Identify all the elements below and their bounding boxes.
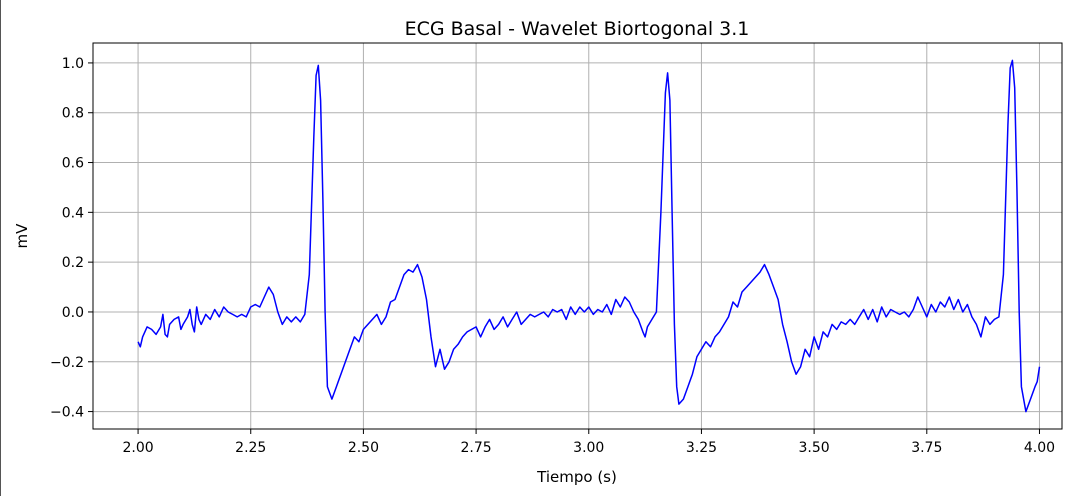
x-tick-label: 2.00 [122, 440, 153, 456]
y-tick-label: 0.8 [62, 106, 84, 122]
x-tick-label: 3.50 [799, 440, 830, 456]
x-tick-label: 2.75 [461, 440, 492, 456]
y-tick-label: 0.4 [62, 205, 84, 221]
y-tick-label: 0.6 [62, 156, 84, 172]
plot-frame [92, 42, 1063, 430]
y-tick-label: 0.2 [62, 255, 84, 271]
y-tick-label: 1.0 [62, 56, 84, 72]
y-tick-label: −0.2 [50, 355, 84, 371]
x-tick-label: 3.25 [686, 440, 717, 456]
series-layer [137, 59, 1041, 413]
x-tick-label: 4.00 [1024, 440, 1055, 456]
x-tick-label: 2.50 [348, 440, 379, 456]
ecg-series-line [137, 59, 1041, 413]
y-tick-label: −0.4 [50, 405, 84, 421]
chart-title: ECG Basal - Wavelet Biortogonal 3.1 [405, 18, 750, 40]
x-tick-label: 2.25 [235, 440, 266, 456]
x-tick-label: 3.00 [573, 440, 604, 456]
y-axis-label: mV [13, 223, 31, 249]
y-tick-label: 0.0 [62, 305, 84, 321]
x-tick-label: 3.75 [911, 440, 942, 456]
x-axis-label: Tiempo (s) [536, 468, 617, 486]
grid-lines [93, 43, 1062, 429]
window-left-border [0, 0, 1, 496]
axis-ticks: 2.00 2.25 2.50 2.75 3.00 3.25 3.50 3.75 4.00 −0.4… [50, 56, 1055, 456]
